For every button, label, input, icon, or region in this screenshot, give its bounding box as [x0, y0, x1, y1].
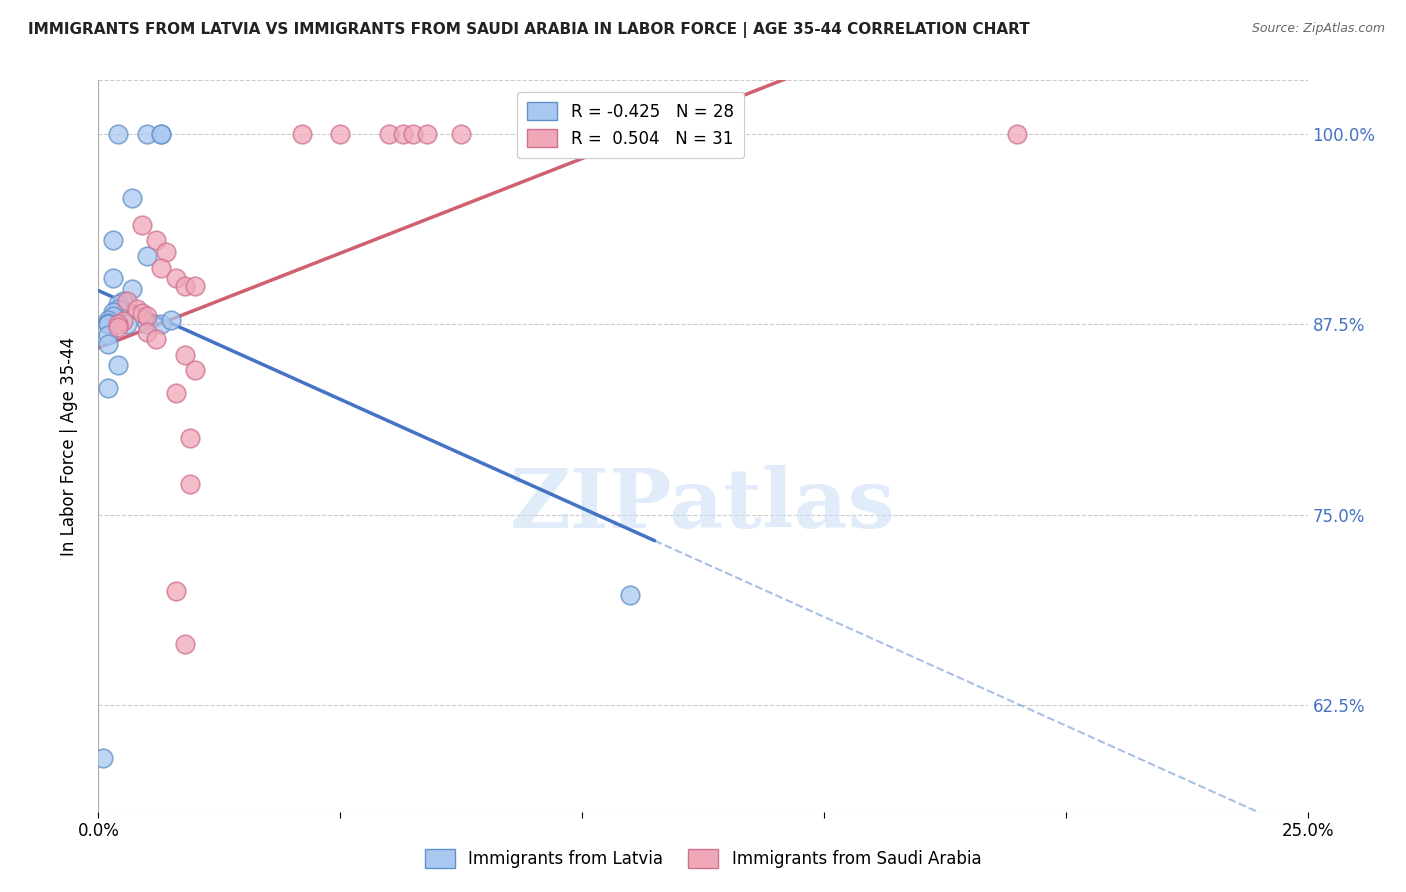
Point — [145, 332, 167, 346]
Point — [184, 279, 207, 293]
Point — [97, 381, 120, 395]
Point — [135, 127, 157, 141]
Point — [145, 233, 167, 247]
Point — [101, 305, 124, 319]
Point — [1007, 127, 1029, 141]
Point — [97, 316, 120, 330]
Point — [184, 363, 207, 377]
Point — [107, 301, 129, 316]
Point — [117, 294, 139, 309]
Point — [377, 127, 399, 141]
Point — [392, 127, 415, 141]
Point — [165, 583, 187, 598]
Point — [135, 325, 157, 339]
Point — [450, 127, 472, 141]
Point — [416, 127, 439, 141]
Text: ZIPatlas: ZIPatlas — [510, 465, 896, 544]
Point — [127, 301, 149, 316]
Point — [135, 310, 157, 324]
Point — [150, 127, 173, 141]
Point — [107, 127, 129, 141]
Point — [165, 271, 187, 285]
Text: Source: ZipAtlas.com: Source: ZipAtlas.com — [1251, 22, 1385, 36]
Point — [97, 327, 120, 342]
Point — [101, 310, 124, 324]
Point — [131, 218, 153, 232]
Point — [155, 245, 177, 260]
Point — [619, 588, 641, 602]
Point — [107, 320, 129, 334]
Legend: Immigrants from Latvia, Immigrants from Saudi Arabia: Immigrants from Latvia, Immigrants from … — [418, 843, 988, 875]
Point — [179, 431, 201, 445]
Point — [107, 317, 129, 331]
Point — [97, 317, 120, 331]
Point — [179, 477, 201, 491]
Point — [121, 282, 143, 296]
Point — [111, 314, 134, 328]
Point — [91, 751, 114, 765]
Point — [97, 312, 120, 326]
Point — [150, 317, 173, 331]
Point — [117, 317, 139, 331]
Point — [107, 358, 129, 372]
Point — [174, 279, 197, 293]
Point — [329, 127, 352, 141]
Point — [150, 260, 173, 275]
Point — [174, 637, 197, 651]
Point — [97, 337, 120, 351]
Point — [402, 127, 425, 141]
Text: IMMIGRANTS FROM LATVIA VS IMMIGRANTS FROM SAUDI ARABIA IN LABOR FORCE | AGE 35-4: IMMIGRANTS FROM LATVIA VS IMMIGRANTS FRO… — [28, 22, 1029, 38]
Point — [97, 317, 120, 331]
Point — [160, 312, 183, 326]
Point — [150, 127, 173, 141]
Point — [107, 297, 129, 311]
Point — [101, 233, 124, 247]
Point — [121, 191, 143, 205]
Point — [135, 248, 157, 262]
Legend: R = -0.425   N = 28, R =  0.504   N = 31: R = -0.425 N = 28, R = 0.504 N = 31 — [517, 92, 744, 158]
Point — [111, 294, 134, 309]
Point — [290, 127, 312, 141]
Point — [135, 317, 157, 331]
Y-axis label: In Labor Force | Age 35-44: In Labor Force | Age 35-44 — [59, 336, 77, 556]
Point — [101, 271, 124, 285]
Point — [131, 306, 153, 320]
Point — [165, 385, 187, 400]
Point — [174, 347, 197, 362]
